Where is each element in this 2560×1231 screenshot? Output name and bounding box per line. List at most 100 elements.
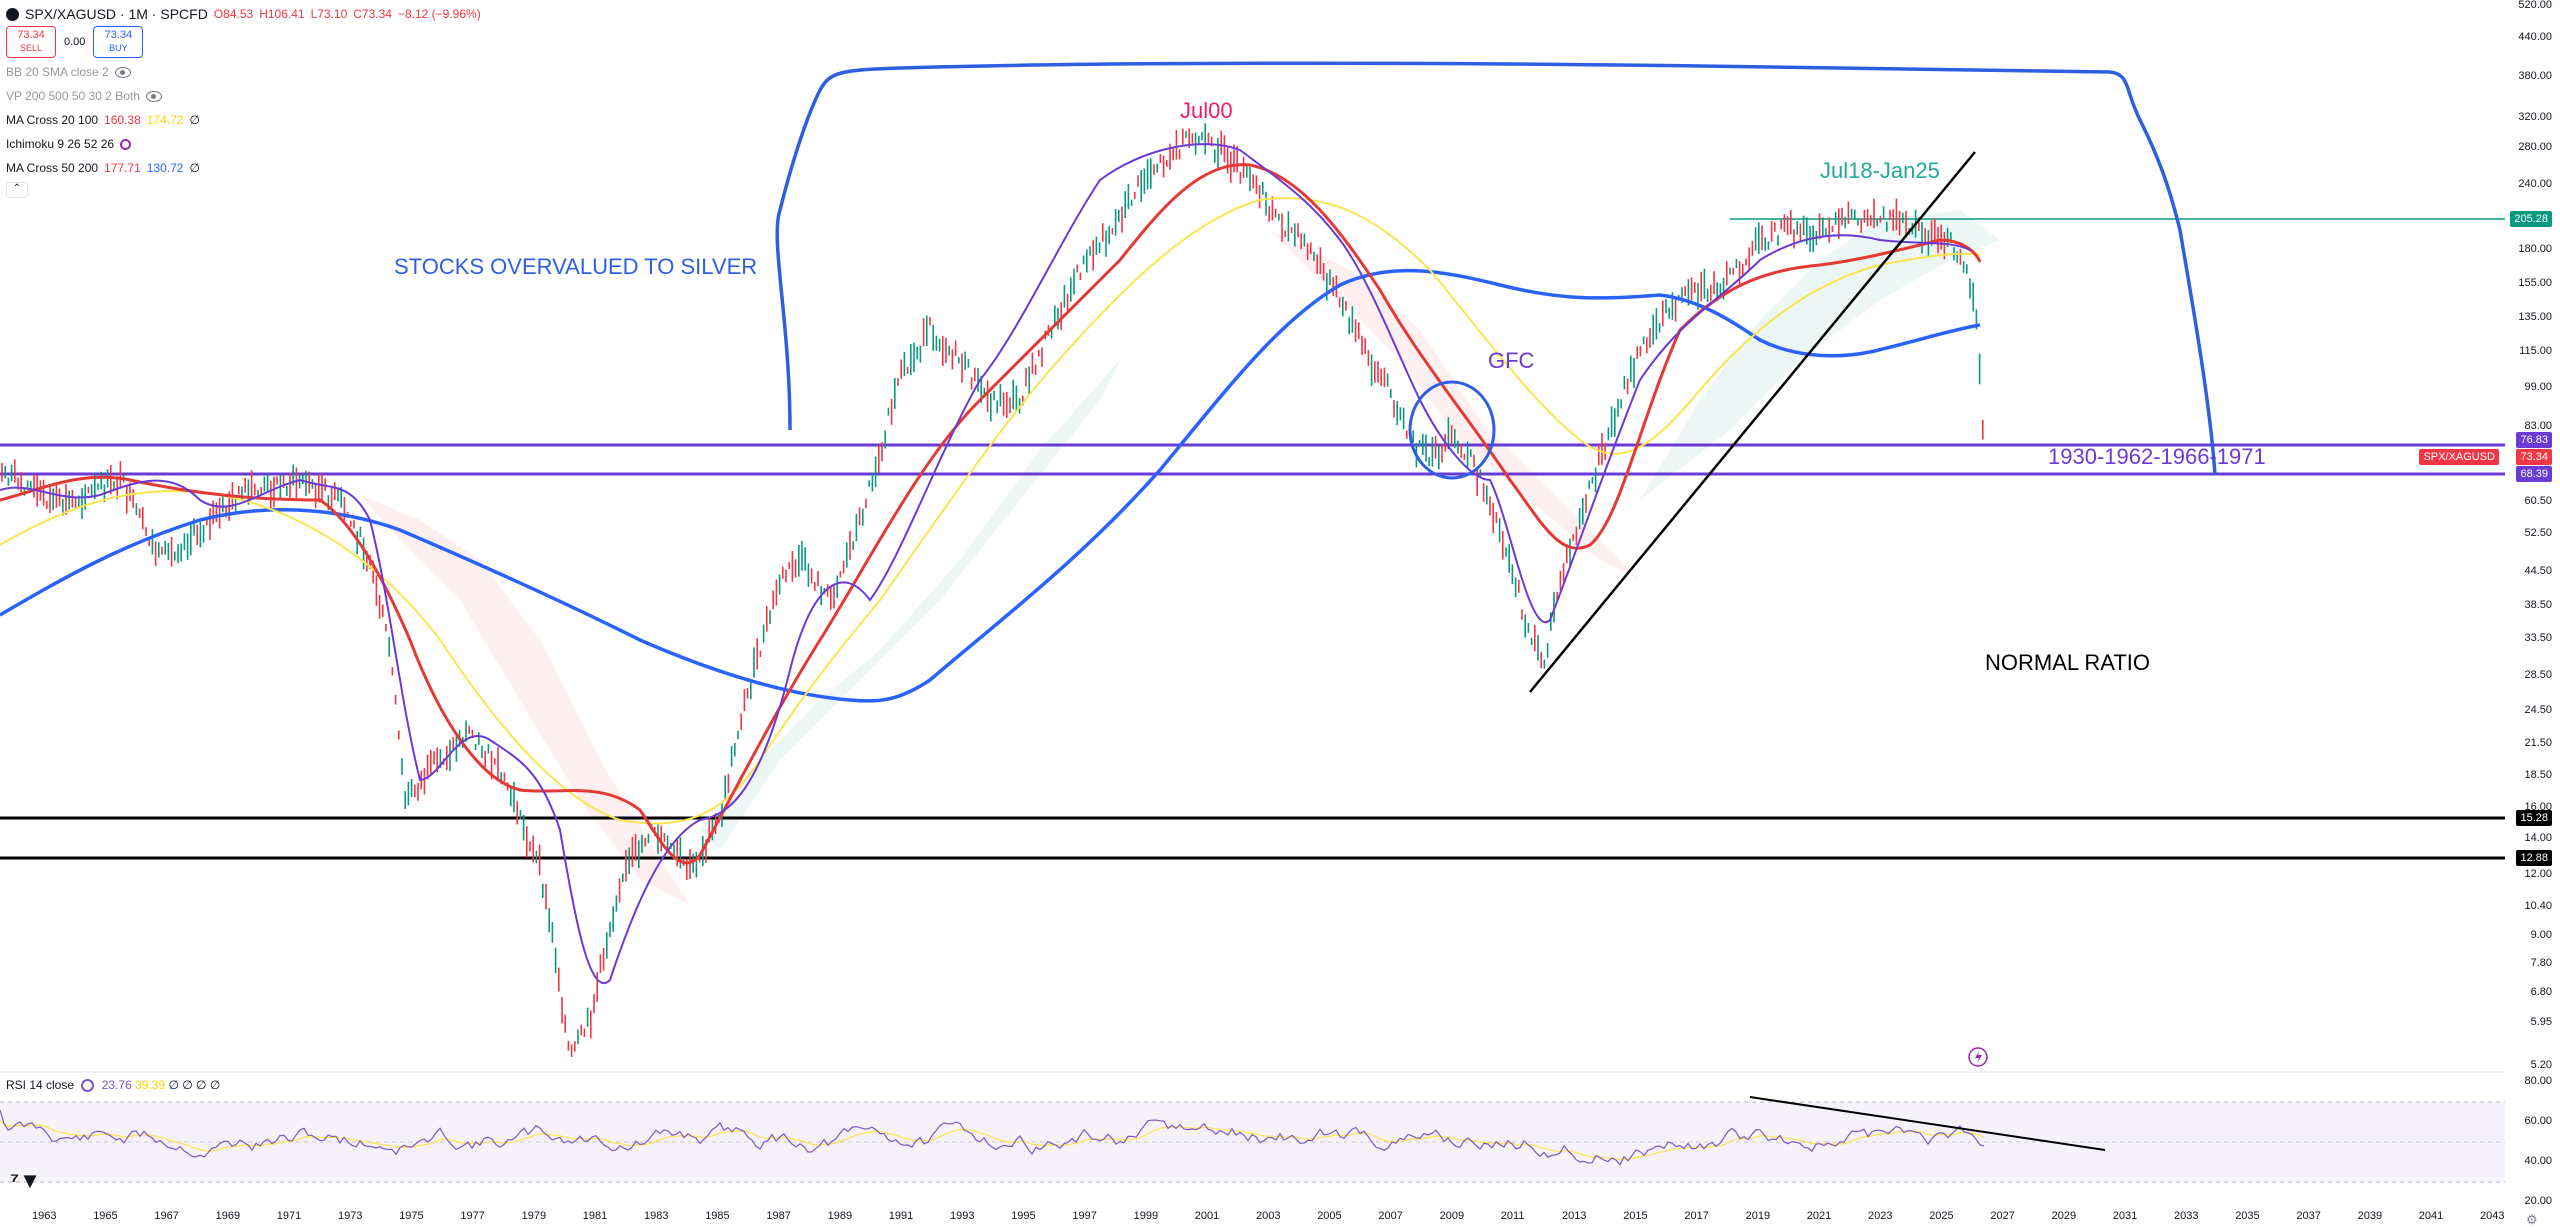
time-tick-label: 1969	[215, 1210, 241, 1222]
price-tick-label: 28.50	[2524, 669, 2552, 681]
time-tick-label: 1985	[705, 1210, 730, 1222]
upper-purple-badge: 76.83	[2516, 432, 2552, 448]
price-tick-label: 180.00	[2518, 243, 2552, 255]
rsi-lines	[0, 1109, 1985, 1166]
collapse-legend-button[interactable]: ⌃	[6, 182, 28, 198]
indicator-list: BB 20 SMA close 2 VP 200 500 50 30 2 Both…	[6, 60, 481, 180]
time-tick-label: 2031	[2112, 1210, 2138, 1222]
rsi-downtrend-line	[1749, 1096, 2106, 1151]
price-tick-label: 440.00	[2518, 31, 2552, 43]
ohlc-change: −8.12 (−9.96%)	[397, 7, 481, 21]
rsi-tail: ∅ ∅ ∅ ∅	[168, 1078, 221, 1092]
price-tick-label: 155.00	[2518, 277, 2552, 289]
rsi-label[interactable]: RSI 14 close	[6, 1078, 75, 1092]
time-tick-label: 2027	[1990, 1210, 2015, 1222]
price-tick-label: 115.00	[2519, 345, 2552, 357]
time-tick-label: 2015	[1623, 1210, 1648, 1222]
price-tick-label: 33.50	[2524, 632, 2552, 644]
symbol-row[interactable]: SPX/XAGUSD · 1M · SPCFD O84.53 H106.41 L…	[6, 4, 481, 24]
time-tick-label: 2019	[1745, 1210, 1771, 1222]
current-price-badge: 73.34	[2516, 449, 2552, 465]
time-tick-label: 2009	[1439, 1210, 1465, 1222]
rsi-tick-label: 20.00	[2524, 1195, 2552, 1207]
indicator-row[interactable]: MA Cross 20 100 160.38 174.72 ∅	[6, 108, 481, 132]
hidden-eye-icon[interactable]	[114, 66, 131, 78]
indicator-tail: ∅	[189, 113, 200, 127]
time-tick-label: 1965	[93, 1210, 118, 1222]
price-tick-label: 52.50	[2524, 527, 2552, 539]
ichimoku-settings-icon[interactable]	[120, 138, 132, 150]
time-tick-label: 1987	[766, 1210, 791, 1222]
price-tick-label: 10.40	[2524, 900, 2552, 912]
rsi-tick-label: 80.00	[2524, 1075, 2552, 1087]
price-tick-label: 380.00	[2518, 70, 2552, 82]
sell-label: SELL	[19, 43, 43, 53]
buy-price: 73.34	[104, 29, 133, 41]
price-tick-label: 14.00	[2524, 832, 2552, 844]
indicator-name: Ichimoku 9 26 52 26	[6, 137, 115, 151]
time-tick-label: 2035	[2235, 1210, 2260, 1222]
symbol-title[interactable]: SPX/XAGUSD · 1M · SPCFD	[25, 6, 208, 22]
time-tick-label: 2023	[1868, 1210, 1893, 1222]
time-tick-label: 1983	[644, 1210, 669, 1222]
uptrend-line	[1529, 151, 1976, 693]
price-tick-label: 24.50	[2524, 704, 2552, 716]
indicator-row[interactable]: BB 20 SMA close 2	[6, 60, 481, 84]
price-tick-label: 5.95	[2530, 1016, 2552, 1028]
indicator-name: BB 20 SMA close 2	[6, 65, 109, 79]
hidden-eye-icon[interactable]	[145, 90, 162, 102]
normal-ratio-text: NORMAL RATIO	[1985, 650, 2151, 675]
time-tick-label: 1977	[460, 1210, 485, 1222]
years-range-label: 1930-1962-1966-1971	[2048, 444, 2266, 469]
sell-button[interactable]: 73.34 SELL	[6, 26, 56, 58]
ohlc-close: C73.34	[353, 7, 392, 21]
time-tick-label: 1979	[521, 1210, 547, 1222]
chart-settings-gear-icon[interactable]: ⚙	[2526, 1212, 2538, 1227]
tradingview-logo-icon[interactable]: ⁷▼	[10, 1168, 41, 1193]
rsi-value: 23.76	[101, 1078, 132, 1092]
price-axis[interactable]	[2505, 0, 2560, 1200]
rsi-legend: RSI 14 close 23.76 39.39 ∅ ∅ ∅ ∅	[6, 1078, 221, 1093]
rsi-settings-icon[interactable]	[81, 1079, 95, 1093]
indicator-name: MA Cross 50 200	[6, 161, 99, 175]
time-tick-label: 1973	[338, 1210, 363, 1222]
buy-button[interactable]: 73.34 BUY	[93, 26, 144, 58]
time-tick-label: 2037	[2296, 1210, 2321, 1222]
overvalued-bracket	[775, 61, 2217, 476]
price-tick-label: 520.00	[2518, 0, 2552, 11]
indicator-tail: ∅	[189, 161, 200, 175]
price-tick-label: 83.00	[2524, 420, 2552, 432]
price-tick-label: 60.50	[2524, 495, 2552, 507]
lightning-icon[interactable]	[1968, 1047, 1988, 1067]
price-tick-label: 7.80	[2530, 957, 2552, 969]
time-tick-label: 2025	[1929, 1210, 1954, 1222]
price-tick-label: 9.00	[2530, 929, 2552, 941]
indicator-row[interactable]: Ichimoku 9 26 52 26	[6, 132, 481, 156]
time-tick-label: 2003	[1256, 1210, 1281, 1222]
level-black-2-badge: 12.88	[2516, 850, 2552, 866]
indicator-name: MA Cross 20 100	[6, 113, 99, 127]
indicator-row[interactable]: MA Cross 50 200 177.71 130.72 ∅	[6, 156, 481, 180]
price-tick-label: 320.00	[2518, 111, 2552, 123]
time-tick-label: 1999	[1133, 1210, 1159, 1222]
rsi-line	[0, 1109, 1985, 1166]
price-candles	[1, 123, 1984, 1057]
ma-50-line	[0, 163, 1982, 865]
time-tick-label: 2017	[1684, 1210, 1709, 1222]
legend: SPX/XAGUSD · 1M · SPCFD O84.53 H106.41 L…	[6, 4, 481, 198]
indicator-name: VP 200 500 50 30 2 Both	[6, 89, 140, 103]
ichimoku-cloud-green-2	[1640, 210, 2000, 500]
indicator-value: 174.72	[146, 113, 184, 127]
time-tick-label: 1989	[827, 1210, 853, 1222]
indicator-value: 160.38	[104, 113, 141, 127]
ohlc-high: H106.41	[259, 7, 305, 21]
level-205-badge: 205.28	[2510, 211, 2552, 227]
indicator-row[interactable]: VP 200 500 50 30 2 Both	[6, 84, 481, 108]
ma-20-line	[0, 143, 1971, 984]
symbol-logo-icon	[6, 7, 19, 21]
spread-value: 0.00	[64, 36, 86, 48]
price-tick-label: 44.50	[2524, 565, 2552, 577]
price-tick-label: 240.00	[2518, 178, 2552, 190]
time-tick-label: 1993	[950, 1210, 975, 1222]
